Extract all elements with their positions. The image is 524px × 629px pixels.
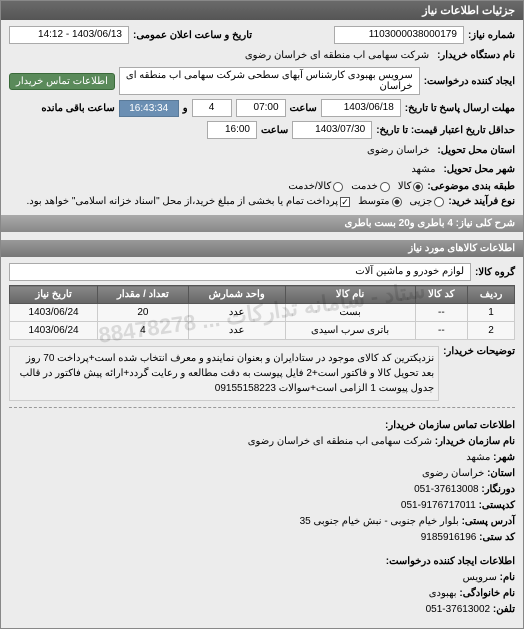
radio-icon: [392, 197, 402, 207]
cat-khedmat-radio[interactable]: خدمت: [351, 181, 390, 192]
price-date: 1403/07/30: [292, 121, 372, 139]
col-header: واحد شمارش: [188, 286, 285, 304]
subject-cat-radios: کالا خدمت کالا/خدمت: [288, 181, 423, 192]
proc-mid-radio[interactable]: متوسط: [358, 196, 401, 207]
resp-date: 1403/06/18: [321, 99, 401, 117]
col-header: کد کالا: [415, 286, 468, 304]
need-no-value: 1103000038000179: [334, 26, 464, 44]
creator-label: ایجاد کننده درخواست:: [424, 76, 515, 87]
pub-time-value: 1403/06/13 - 14:12: [9, 26, 129, 44]
proc-small-radio[interactable]: جزیی: [410, 196, 445, 207]
col-header: تاریخ نیاز: [10, 286, 98, 304]
delivery-state-label: استان محل تحویل:: [437, 145, 515, 156]
cr-fam-lbl: نام خانوادگی:: [459, 588, 515, 599]
group-value: لوازم خودرو و ماشین آلات: [9, 263, 471, 281]
time-remaining: 16:43:34: [119, 100, 179, 117]
table-cell: 1403/06/24: [10, 304, 98, 322]
table-cell: بست: [285, 304, 415, 322]
radio-icon: [380, 182, 390, 192]
cr-name-lbl: نام:: [500, 572, 515, 583]
group-label: گروه کالا:: [475, 267, 515, 278]
delivery-city: مشهد: [407, 162, 439, 177]
c-org-lbl: نام سازمان خریدار:: [435, 436, 515, 447]
c-fax: 37613008-051: [414, 484, 479, 495]
cr-tel-lbl: تلفن:: [493, 604, 515, 615]
price-valid-label: حداقل تاریخ اعتبار قیمت: تا تاریخ:: [376, 125, 515, 136]
details-panel: جزئیات اطلاعات نیاز شماره نیاز: 11030000…: [0, 0, 524, 629]
table-cell: 20: [98, 304, 189, 322]
notes-label: توضیحات خریدار:: [443, 346, 515, 357]
table-cell: عدد: [188, 304, 285, 322]
c-city: مشهد: [466, 452, 490, 463]
items-table: ردیفکد کالانام کالاواحد شمارشتعداد / مقد…: [9, 285, 515, 340]
table-cell: عدد: [188, 322, 285, 340]
table-cell: 2: [468, 322, 515, 340]
saat-label-1: ساعت: [290, 103, 317, 114]
price-time: 16:00: [207, 121, 257, 139]
service-value: سرویس بهبودی کارشناس آبهای سطحی شرکت سها…: [119, 67, 420, 95]
cr-tel: 37613002-051: [426, 604, 491, 615]
c-prov: خراسان رضوی: [422, 468, 484, 479]
c-fax-lbl: دورنگار:: [481, 484, 515, 495]
c-org: شرکت سهامی اب منطقه ای خراسان رضوی: [248, 436, 432, 447]
buyer-contact-block: اطلاعات تماس سازمان خریدار: نام سازمان خ…: [9, 414, 515, 550]
table-cell: 1403/06/24: [10, 322, 98, 340]
creator-block: اطلاعات ایجاد کننده درخواست: نام: سرویس …: [9, 550, 515, 622]
buyer-org-label: نام دستگاه خریدار:: [437, 50, 515, 61]
radio-icon: [333, 182, 343, 192]
check-icon: [340, 197, 350, 207]
proc-type-radios: جزیی متوسط پرداخت تمام یا بخشی از مبلغ خ…: [26, 196, 444, 207]
table-cell: --: [415, 304, 468, 322]
radio-icon: [413, 182, 423, 192]
items-section-header: اطلاعات کالاهای مورد نیاز: [1, 240, 523, 257]
creator-section-title: اطلاعات ایجاد کننده درخواست:: [386, 556, 515, 567]
subject-cat-label: طبقه بندی موضوعی:: [427, 181, 515, 192]
delivery-city-label: شهر محل تحویل:: [443, 164, 515, 175]
days-remaining: 4: [192, 99, 232, 117]
panel-title: جزئیات اطلاعات نیاز: [1, 1, 523, 20]
table-row: 2--باتری سرب اسیدیعدد41403/06/24: [10, 322, 515, 340]
key-desc-label: شرح کلی نیاز:: [456, 218, 515, 229]
c-post-lbl: کدپستی:: [479, 500, 515, 511]
table-cell: 1: [468, 304, 515, 322]
need-no-label: شماره نیاز:: [468, 30, 515, 41]
resp-deadline-label: مهلت ارسال پاسخ تا تاریخ:: [405, 103, 515, 114]
c-prov-lbl: استان:: [487, 468, 515, 479]
cat-both-radio[interactable]: کالا/خدمت: [288, 181, 343, 192]
contact-buyer-button[interactable]: اطلاعات تماس خریدار: [9, 73, 115, 90]
col-header: تعداد / مقدار: [98, 286, 189, 304]
proc-note-check[interactable]: پرداخت تمام یا بخشی از مبلغ خرید،از محل …: [26, 196, 350, 207]
remain-label: ساعت باقی مانده: [41, 103, 114, 114]
table-wrap: ردیفکد کالانام کالاواحد شمارشتعداد / مقد…: [9, 285, 515, 340]
col-header: ردیف: [468, 286, 515, 304]
va-label: و: [183, 103, 188, 114]
resp-time: 07:00: [236, 99, 286, 117]
cr-fam: بهبودی: [429, 588, 457, 599]
table-row: 1--بستعدد201403/06/24: [10, 304, 515, 322]
contact-section-title: اطلاعات تماس سازمان خریدار:: [385, 420, 515, 431]
c-seat: 9185916196: [421, 532, 477, 543]
col-header: نام کالا: [285, 286, 415, 304]
cr-name: سرویس: [463, 572, 497, 583]
c-city-lbl: شهر:: [493, 452, 515, 463]
saat-label-2: ساعت: [261, 125, 288, 136]
c-addr-lbl: آدرس پستی:: [462, 516, 515, 527]
key-desc-value: 4 باطری و20 بست باطری: [344, 218, 452, 229]
key-desc-row: شرح کلی نیاز: 4 باطری و20 بست باطری: [1, 215, 523, 232]
c-addr: بلوار خیام جنوبی - نبش خیام جنوبی 35: [300, 516, 459, 527]
cat-kala-radio[interactable]: کالا: [398, 181, 424, 192]
radio-icon: [434, 197, 444, 207]
panel-content: شماره نیاز: 1103000038000179 تاریخ و ساع…: [1, 20, 523, 628]
table-cell: --: [415, 322, 468, 340]
delivery-state: خراسان رضوی: [363, 143, 433, 158]
buyer-notes: نزدیکترین کد کالای موجود در ستادایران و …: [9, 346, 439, 401]
buyer-org-value: شرکت سهامی اب منطقه ای خراسان رضوی: [241, 48, 433, 63]
pub-time-label: تاریخ و ساعت اعلان عمومی:: [133, 30, 252, 41]
c-post: 9176717011-051: [401, 500, 476, 511]
proc-type-label: نوع فرآیند خرید:: [448, 196, 515, 207]
c-seat-lbl: کد ستی:: [479, 532, 515, 543]
table-cell: باتری سرب اسیدی: [285, 322, 415, 340]
table-cell: 4: [98, 322, 189, 340]
